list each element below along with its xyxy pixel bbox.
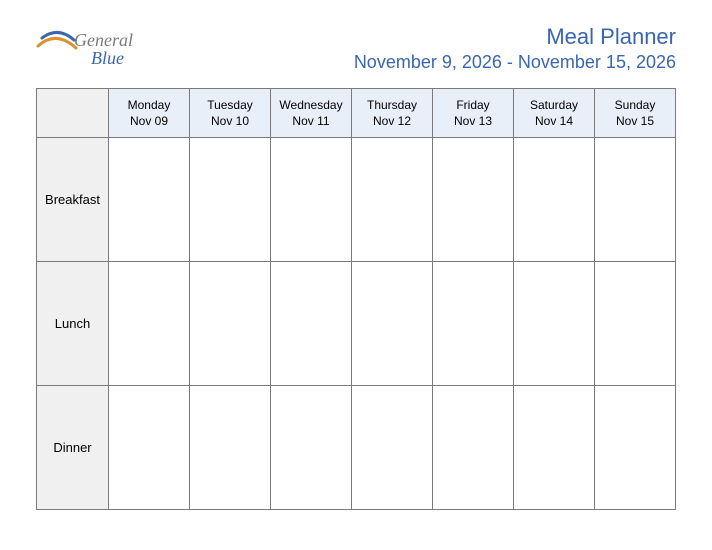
day-name: Wednesday (279, 98, 342, 112)
meal-cell[interactable] (352, 138, 433, 262)
meal-cell[interactable] (514, 138, 595, 262)
date-range: November 9, 2026 - November 15, 2026 (354, 52, 676, 73)
day-date: Nov 09 (130, 114, 168, 128)
day-header: Saturday Nov 14 (514, 89, 595, 138)
day-name: Thursday (367, 98, 417, 112)
meal-cell[interactable] (109, 386, 190, 510)
meal-cell[interactable] (595, 138, 676, 262)
meal-cell[interactable] (595, 262, 676, 386)
meal-cell[interactable] (595, 386, 676, 510)
table-head: Monday Nov 09 Tuesday Nov 10 Wednesday N… (37, 89, 676, 138)
meal-cell[interactable] (109, 262, 190, 386)
logo-text-right: Blue (91, 48, 124, 68)
meal-row: Breakfast (37, 138, 676, 262)
meal-cell[interactable] (190, 138, 271, 262)
day-date: Nov 12 (373, 114, 411, 128)
meal-cell[interactable] (271, 262, 352, 386)
logo-text-left: General (74, 30, 133, 50)
meal-row: Dinner (37, 386, 676, 510)
meal-cell[interactable] (433, 386, 514, 510)
meal-cell[interactable] (514, 262, 595, 386)
meal-planner-page: General Blue Meal Planner November 9, 20… (0, 0, 712, 540)
swoosh-bottom (38, 38, 76, 48)
day-date: Nov 13 (454, 114, 492, 128)
day-date: Nov 14 (535, 114, 573, 128)
meal-cell[interactable] (190, 386, 271, 510)
meal-planner-table: Monday Nov 09 Tuesday Nov 10 Wednesday N… (36, 88, 676, 510)
logo-svg: General Blue (36, 24, 146, 74)
corner-cell (37, 89, 109, 138)
meal-label: Lunch (37, 262, 109, 386)
day-name: Monday (128, 98, 171, 112)
meal-cell[interactable] (433, 138, 514, 262)
meal-cell[interactable] (352, 386, 433, 510)
meal-row: Lunch (37, 262, 676, 386)
day-header: Wednesday Nov 11 (271, 89, 352, 138)
day-header: Tuesday Nov 10 (190, 89, 271, 138)
meal-cell[interactable] (514, 386, 595, 510)
meal-cell[interactable] (190, 262, 271, 386)
day-header: Sunday Nov 15 (595, 89, 676, 138)
day-date: Nov 10 (211, 114, 249, 128)
page-title: Meal Planner (354, 24, 676, 50)
generalblue-logo: General Blue (36, 24, 146, 74)
meal-label: Breakfast (37, 138, 109, 262)
header-row: Monday Nov 09 Tuesday Nov 10 Wednesday N… (37, 89, 676, 138)
day-name: Tuesday (207, 98, 253, 112)
day-name: Sunday (615, 98, 656, 112)
day-name: Saturday (530, 98, 578, 112)
meal-cell[interactable] (352, 262, 433, 386)
day-date: Nov 11 (292, 114, 329, 128)
meal-cell[interactable] (433, 262, 514, 386)
header: General Blue Meal Planner November 9, 20… (36, 24, 676, 74)
meal-cell[interactable] (271, 138, 352, 262)
meal-cell[interactable] (271, 386, 352, 510)
meal-cell[interactable] (109, 138, 190, 262)
day-date: Nov 15 (616, 114, 654, 128)
table-body: Breakfast Lunch Dinner (37, 138, 676, 510)
title-block: Meal Planner November 9, 2026 - November… (354, 24, 676, 73)
day-header: Monday Nov 09 (109, 89, 190, 138)
day-header: Friday Nov 13 (433, 89, 514, 138)
meal-label: Dinner (37, 386, 109, 510)
day-name: Friday (456, 98, 489, 112)
day-header: Thursday Nov 12 (352, 89, 433, 138)
